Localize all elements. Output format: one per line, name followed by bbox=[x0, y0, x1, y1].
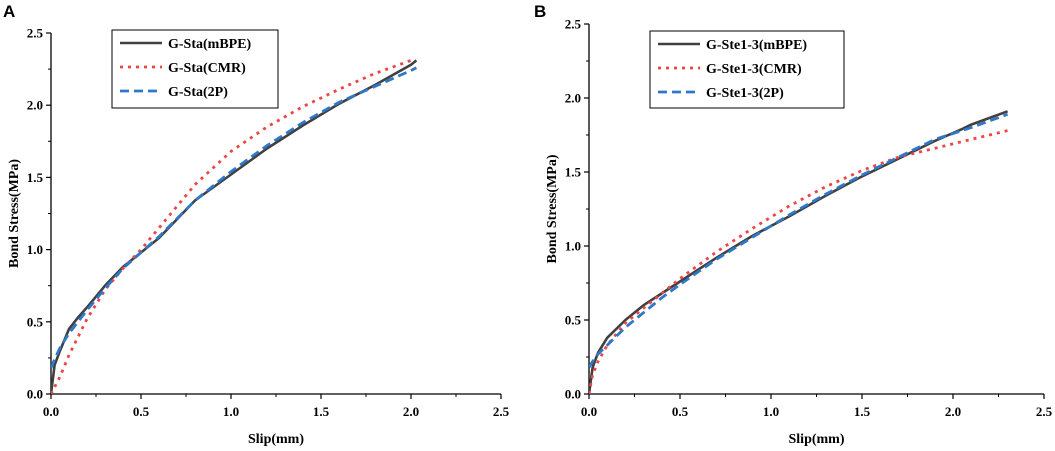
y-tick-label: 2.5 bbox=[27, 26, 44, 41]
legend-label-2: G-Sta(CMR) bbox=[168, 61, 246, 76]
y-tick-label: 1.0 bbox=[27, 242, 43, 257]
y-tick-label: 2.0 bbox=[27, 98, 43, 113]
x-tick-label: 0.0 bbox=[43, 404, 59, 419]
y-axis-title: Bond Stress(MPa) bbox=[545, 154, 560, 263]
y-tick-label: 0.5 bbox=[565, 313, 582, 328]
x-tick-label: 2.0 bbox=[403, 404, 419, 419]
data-point bbox=[374, 72, 376, 74]
x-axis-title: Slip(mm) bbox=[248, 432, 304, 447]
series-line-3 bbox=[51, 66, 418, 369]
y-tick-label: 1.5 bbox=[565, 165, 582, 180]
series-line-2 bbox=[51, 59, 412, 394]
x-tick-label: 1.0 bbox=[763, 404, 779, 419]
x-tick-label: 1.5 bbox=[854, 404, 871, 419]
data-point bbox=[679, 283, 681, 285]
y-tick-label: 0.0 bbox=[27, 387, 43, 402]
data-point bbox=[825, 186, 827, 188]
series-line-1 bbox=[589, 110, 1009, 394]
series-line-2 bbox=[589, 129, 1008, 394]
y-tick-label: 1.0 bbox=[565, 239, 581, 254]
series-line-3 bbox=[589, 112, 1009, 369]
x-axis-title: Slip(mm) bbox=[789, 432, 845, 447]
x-tick-label: 0.5 bbox=[672, 404, 689, 419]
data-point bbox=[266, 126, 268, 128]
legend-label-1: G-Ste1-3(mBPE) bbox=[706, 38, 807, 53]
y-tick-label: 2.0 bbox=[565, 91, 581, 106]
x-tick-label: 2.5 bbox=[1036, 404, 1053, 419]
legend-label-1: G-Sta(mBPE) bbox=[168, 37, 252, 52]
data-point bbox=[338, 88, 340, 90]
panel-letter: A bbox=[3, 2, 15, 21]
x-tick-label: 1.5 bbox=[313, 404, 330, 419]
data-point bbox=[970, 138, 972, 140]
y-tick-label: 1.5 bbox=[27, 170, 44, 185]
panel-a: A 0.0 0.5 1.0 1.5 2.0 2.5 0.0 0.5 1.0 1.5 2.0 2.5 Sli… bbox=[3, 2, 510, 447]
x-tick-label: 0.0 bbox=[581, 404, 597, 419]
panel-b: B 0.0 0.5 1.0 1.5 2.0 2.5 0.0 0.5 1.0 1.5 2.0 2.5 Sli… bbox=[534, 2, 1053, 447]
y-tick-label: 2.5 bbox=[565, 17, 582, 32]
panel-letter: B bbox=[534, 2, 546, 21]
legend-label-3: G-Ste1-3(2P) bbox=[706, 86, 784, 101]
x-tick-label: 1.0 bbox=[223, 404, 239, 419]
data-point bbox=[302, 106, 304, 108]
x-tick-label: 0.5 bbox=[133, 404, 150, 419]
data-point bbox=[104, 289, 106, 291]
data-point bbox=[715, 251, 717, 253]
x-tick-label: 2.0 bbox=[945, 404, 961, 419]
legend-label-2: G-Ste1-3(CMR) bbox=[706, 62, 802, 77]
y-axis-title: Bond Stress(MPa) bbox=[7, 159, 22, 268]
legend-label-3: G-Sta(2P) bbox=[168, 85, 228, 100]
y-tick-label: 0.5 bbox=[27, 314, 44, 329]
y-tick-label: 0.0 bbox=[565, 387, 581, 402]
series-line-1 bbox=[51, 59, 418, 394]
data-point bbox=[624, 326, 626, 328]
x-tick-label: 2.5 bbox=[493, 404, 510, 419]
